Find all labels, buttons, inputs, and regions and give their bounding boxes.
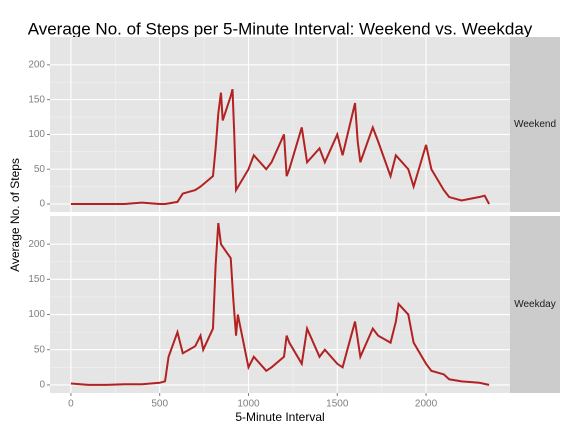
data-line <box>70 222 490 386</box>
data-line <box>70 88 490 205</box>
y-tick-label: 50 <box>34 344 46 355</box>
y-tick-label: 50 <box>34 164 46 175</box>
strip-background <box>510 37 560 212</box>
y-tick-label: 0 <box>39 380 45 391</box>
x-tick-label: 0 <box>68 399 74 410</box>
x-tick-label: 2000 <box>415 399 438 410</box>
y-tick-label: 100 <box>28 129 45 140</box>
panel-background <box>50 37 510 212</box>
y-axis-label: Average No. of Steps <box>8 158 22 272</box>
y-tick-label: 100 <box>28 309 45 320</box>
x-tick-label: 1000 <box>237 399 260 410</box>
y-tick-label: 150 <box>28 274 45 285</box>
strip-label: Weekend <box>514 119 556 130</box>
strip-background <box>510 216 560 393</box>
y-tick-label: 150 <box>28 94 45 105</box>
x-axis-label: 5-Minute Interval <box>235 410 324 424</box>
panel-background <box>50 216 510 393</box>
y-tick-label: 0 <box>39 199 45 210</box>
x-tick-label: 1500 <box>326 399 349 410</box>
strip-label: Weekday <box>514 299 556 310</box>
y-tick-label: 200 <box>28 239 45 250</box>
x-tick-label: 500 <box>151 399 168 410</box>
y-tick-label: 200 <box>28 59 45 70</box>
chart-title: Average No. of Steps per 5-Minute Interv… <box>28 19 533 38</box>
